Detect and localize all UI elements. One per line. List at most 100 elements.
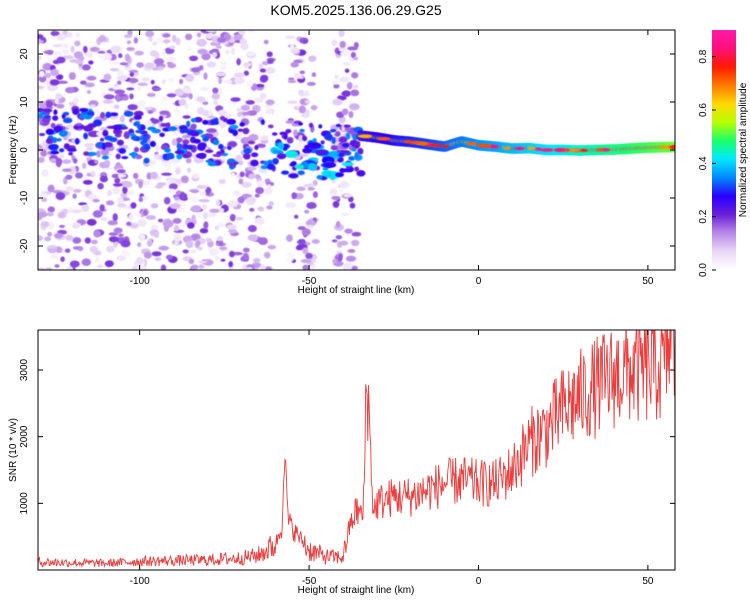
heatmap-cell: [154, 257, 162, 261]
heatmap-cell: [45, 128, 55, 135]
heatmap-cell: [155, 184, 164, 189]
heatmap-cell: [137, 242, 142, 247]
colorbar-tick-label: 0.4: [698, 156, 709, 170]
heatmap-cell: [47, 231, 53, 237]
heatmap-cell: [306, 81, 316, 86]
heatmap-cell: [105, 200, 115, 206]
heatmap-cell: [196, 144, 206, 151]
heatmap-cell: [259, 264, 266, 270]
heatmap-cell: [186, 222, 195, 229]
heatmap-cell: [72, 237, 82, 244]
heatmap-cell: [105, 111, 112, 118]
heatmap-cell: [90, 170, 96, 177]
heatmap-cell: [67, 166, 77, 175]
heatmap-cell: [243, 137, 253, 142]
heatmap-cell: [42, 62, 53, 71]
heatmap-cell: [205, 31, 214, 40]
heatmap-cell: [166, 179, 177, 185]
heatmap-cell: [41, 169, 49, 177]
heatmap-cell: [43, 50, 53, 55]
heatmap-cell: [86, 75, 97, 81]
heatmap-cell: [247, 140, 256, 145]
heatmap-cell: [242, 111, 251, 116]
heatmap-cell: [186, 167, 192, 173]
heatmap-cell: [38, 108, 45, 112]
snr-x-tick-label: -50: [302, 576, 317, 587]
heatmap-cell: [348, 58, 355, 62]
heatmap-cell: [283, 133, 288, 140]
heatmap-cell: [267, 244, 277, 250]
heatmap-cell: [669, 145, 675, 149]
heatmap-x-tick-label: 0: [476, 276, 482, 287]
heatmap-cell: [203, 221, 209, 230]
heatmap-cell: [134, 50, 145, 56]
heatmap-cell: [70, 45, 75, 53]
heatmap-cell: [135, 121, 140, 125]
heatmap-cell: [175, 37, 181, 46]
heatmap-cell: [341, 212, 349, 217]
heatmap-cell: [130, 135, 138, 141]
heatmap-cell: [122, 181, 133, 188]
snr-y-ticks: 1000 2000 3000: [19, 358, 675, 514]
heatmap-cell: [52, 44, 63, 48]
heatmap-cell: [49, 158, 57, 163]
heatmap-cell: [290, 61, 299, 68]
heatmap-cell: [535, 147, 542, 151]
heatmap-cell: [188, 258, 195, 265]
heatmap-cell: [285, 202, 296, 209]
heatmap-cell: [465, 142, 478, 146]
heatmap-cell: [74, 138, 80, 145]
heatmap-cell: [72, 193, 77, 199]
heatmap-cell: [255, 186, 264, 195]
heatmap-cell: [351, 231, 362, 237]
heatmap-x-tick-label: -100: [130, 276, 150, 287]
snr-y-tick-label: 2000: [19, 425, 30, 448]
heatmap-cell: [196, 38, 207, 47]
heatmap-cell: [160, 264, 167, 270]
heatmap-cell: [108, 236, 119, 243]
heatmap-cell: [154, 230, 159, 238]
heatmap-cell: [72, 224, 80, 229]
heatmap-cell: [186, 120, 191, 128]
heatmap-cell: [263, 251, 271, 259]
heatmap-cell: [87, 126, 94, 131]
heatmap-cell: [338, 253, 343, 262]
heatmap-cell: [212, 100, 219, 105]
heatmap-cell: [303, 90, 309, 96]
heatmap-cell: [50, 68, 59, 77]
heatmap-cell: [328, 150, 340, 157]
heatmap-cell: [47, 206, 56, 213]
snr-x-tick-label: 0: [476, 576, 482, 587]
colorbar-label: Normalized spectral amplitude: [738, 82, 749, 217]
heatmap-cell: [297, 226, 306, 231]
heatmap-cell: [233, 77, 245, 85]
heatmap-cell: [196, 32, 202, 38]
heatmap-cell: [74, 40, 81, 47]
heatmap-cell: [92, 198, 100, 203]
heatmap-cell: [86, 89, 92, 95]
heatmap-cell: [115, 153, 121, 160]
heatmap-cell: [53, 125, 63, 132]
heatmap-cell: [38, 112, 43, 119]
heatmap-cell: [143, 157, 150, 164]
heatmap-cell: [194, 116, 203, 123]
heatmap-cell: [46, 245, 57, 249]
heatmap-cell: [350, 239, 360, 247]
heatmap-cell: [184, 33, 193, 41]
heatmap-cell: [350, 72, 359, 79]
heatmap-cell: [116, 80, 122, 85]
heatmap-cell: [322, 162, 337, 168]
heatmap-cell: [45, 212, 54, 217]
heatmap-cell: [214, 255, 220, 261]
heatmap-cell: [198, 199, 210, 203]
heatmap-cell: [197, 246, 203, 251]
heatmap-cell: [265, 66, 276, 74]
heatmap-cell: [286, 234, 293, 242]
heatmap-cell: [66, 124, 74, 128]
heatmap-cell: [227, 158, 236, 163]
heatmap-cell: [131, 151, 137, 159]
heatmap-cell: [182, 115, 191, 119]
heatmap-cell: [61, 113, 66, 119]
heatmap-cell: [75, 172, 83, 179]
heatmap-cell: [182, 139, 190, 145]
